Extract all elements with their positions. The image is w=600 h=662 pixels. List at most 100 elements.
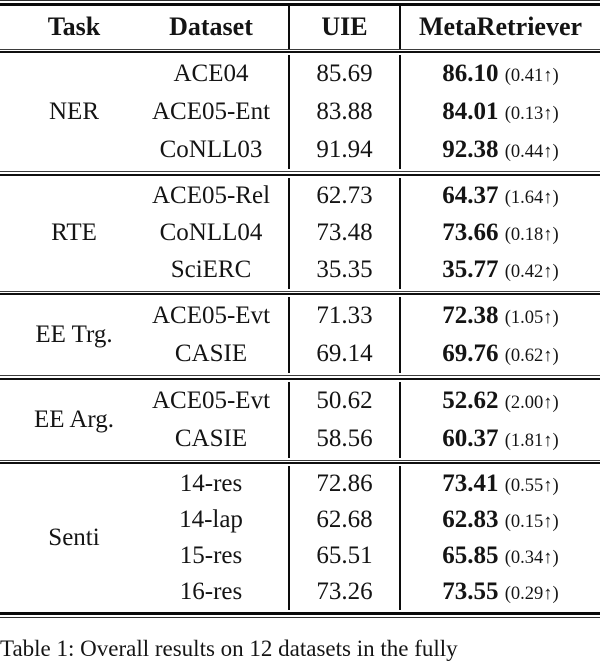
table-row: NER ACE04 85.69 86.10 (0.41↑) (0, 55, 600, 125)
improvement-delta: (2.00↑) (504, 392, 559, 413)
dataset-cell: ACE05-Evt (151, 302, 271, 329)
metaretriever-score: 52.62 (442, 386, 499, 414)
table-row: ACE05-Ent 83.88 84.01 (0.13↑) (0, 93, 600, 131)
improvement-delta: (0.44↑) (504, 142, 559, 162)
task-label: RTE (51, 219, 97, 246)
dataset-cell: 14-res (179, 470, 243, 497)
uie-score-cell: 83.88 (288, 93, 400, 131)
column-header-metaretriever: MetaRetriever (399, 5, 600, 49)
dataset-cell: ACE05-Ent (151, 98, 271, 125)
dataset-cell: CoNLL03 (159, 136, 263, 163)
dataset-cell: ACE04 (173, 60, 249, 87)
uie-score-cell: 62.68 (288, 502, 400, 538)
metaretriever-score-cell: 73.66 (0.18↑) (399, 214, 600, 252)
improvement-delta: (0.41↑) (504, 66, 559, 86)
metaretriever-score-cell: 92.38 (0.44↑) (399, 131, 600, 169)
group-separator-rule (0, 375, 600, 380)
table-row: 14-lap 62.68 62.83 (0.15↑) (0, 502, 600, 538)
uie-score-cell: 69.14 (288, 335, 400, 373)
table-row: 16-res 73.26 73.55 (0.29↑) (0, 574, 600, 610)
table-row: EE Trg. ACE05-Evt 71.33 72.38 (1.05↑) (0, 297, 600, 348)
improvement-delta: (0.42↑) (504, 262, 559, 282)
table-row: CASIE 69.14 69.76 (0.62↑) (0, 335, 600, 373)
metaretriever-score: 69.76 (442, 340, 499, 367)
uie-score-cell: 73.26 (288, 574, 400, 610)
task-group-ee-arg: EE Arg. ACE05-Evt 50.62 52.62 (2.00↑) CA… (0, 381, 600, 458)
metaretriever-score: 64.37 (442, 182, 499, 209)
column-header-task: Task (47, 12, 101, 41)
header-row: Task Dataset UIE MetaRetriever (0, 5, 600, 49)
metaretriever-score: 73.55 (442, 578, 499, 605)
uie-score-cell: 62.73 (288, 177, 400, 215)
task-group-ee-trg: EE Trg. ACE05-Evt 71.33 72.38 (1.05↑) CA… (0, 297, 600, 373)
metaretriever-score: 35.77 (442, 256, 499, 283)
improvement-delta: (0.55↑) (504, 476, 559, 496)
table-row: CoNLL03 91.94 92.38 (0.44↑) (0, 131, 600, 169)
metaretriever-score-cell: 69.76 (0.62↑) (399, 335, 600, 373)
uie-score-cell: 91.94 (288, 131, 400, 169)
improvement-delta: (1.81↑) (504, 430, 559, 451)
dataset-cell: CoNLL04 (159, 219, 263, 246)
group-separator-rule (0, 171, 600, 176)
uie-score-cell: 50.62 (288, 381, 400, 420)
task-label: EE Arg. (33, 405, 115, 433)
metaretriever-score-cell: 73.41 (0.55↑) (399, 466, 600, 502)
table-row: CASIE 58.56 60.37 (1.81↑) (0, 419, 600, 458)
metaretriever-score: 73.66 (442, 219, 499, 246)
column-header-dataset: Dataset (169, 12, 253, 41)
improvement-delta: (0.29↑) (504, 584, 559, 604)
uie-score-cell: 58.56 (288, 419, 400, 458)
task-group-ner: NER ACE04 85.69 86.10 (0.41↑) ACE05-Ent … (0, 55, 600, 169)
table-caption: Table 1: Overall results on 12 datasets … (0, 635, 458, 661)
improvement-delta: (0.34↑) (504, 548, 559, 568)
dataset-cell: CASIE (174, 424, 248, 452)
table-bottom-rule (0, 612, 600, 618)
results-table-header: Task Dataset UIE MetaRetriever (0, 5, 600, 49)
metaretriever-score-cell: 52.62 (2.00↑) (399, 381, 600, 420)
task-label: NER (49, 98, 99, 125)
metaretriever-score-cell: 60.37 (1.81↑) (399, 419, 600, 458)
table-top-rule (0, 0, 600, 6)
dataset-cell: SciERC (170, 256, 252, 283)
metaretriever-score-cell: 72.38 (1.05↑) (399, 297, 600, 335)
uie-score-cell: 71.33 (288, 297, 400, 335)
uie-score-cell: 35.35 (288, 251, 400, 289)
metaretriever-score: 60.37 (442, 424, 499, 452)
metaretriever-score: 65.85 (442, 542, 499, 569)
improvement-delta: (0.62↑) (504, 346, 559, 366)
metaretriever-score-cell: 84.01 (0.13↑) (399, 93, 600, 131)
uie-score-cell: 72.86 (288, 466, 400, 502)
table-row: Senti 14-res 72.86 73.41 (0.55↑) (0, 466, 600, 551)
uie-score-cell: 73.48 (288, 214, 400, 252)
header-separator-rule (0, 48, 600, 53)
dataset-cell: 16-res (179, 578, 243, 605)
dataset-cell: ACE05-Rel (151, 182, 271, 209)
table-row: CoNLL04 73.48 73.66 (0.18↑) (0, 214, 600, 252)
task-group-rte: RTE ACE05-Rel 62.73 64.37 (1.64↑) CoNLL0… (0, 177, 600, 289)
task-label: Senti (48, 524, 100, 551)
dataset-cell: 15-res (179, 542, 243, 569)
table-row: SciERC 35.35 35.77 (0.42↑) (0, 251, 600, 289)
group-separator-rule (0, 459, 600, 464)
improvement-delta: (0.18↑) (504, 225, 559, 245)
table-row: 15-res 65.51 65.85 (0.34↑) (0, 538, 600, 574)
metaretriever-score: 73.41 (442, 470, 499, 497)
metaretriever-score-cell: 62.83 (0.15↑) (399, 502, 600, 538)
improvement-delta: (1.64↑) (504, 188, 559, 208)
task-group-senti: Senti 14-res 72.86 73.41 (0.55↑) 14-lap … (0, 466, 600, 610)
table-row: EE Arg. ACE05-Evt 50.62 52.62 (2.00↑) (0, 381, 600, 433)
column-header-uie: UIE (288, 5, 400, 49)
improvement-delta: (0.13↑) (504, 104, 559, 124)
dataset-cell: CASIE (174, 340, 248, 367)
metaretriever-score: 92.38 (442, 136, 499, 163)
metaretriever-score: 84.01 (442, 98, 499, 125)
metaretriever-score: 62.83 (442, 506, 499, 533)
dataset-cell: ACE05-Evt (151, 386, 271, 414)
uie-score-cell: 65.51 (288, 538, 400, 574)
metaretriever-score: 86.10 (442, 60, 499, 87)
metaretriever-score-cell: 64.37 (1.64↑) (399, 177, 600, 215)
metaretriever-score-cell: 65.85 (0.34↑) (399, 538, 600, 574)
table-row: RTE ACE05-Rel 62.73 64.37 (1.64↑) (0, 177, 600, 246)
group-separator-rule (0, 290, 600, 295)
improvement-delta: (0.15↑) (504, 512, 559, 532)
